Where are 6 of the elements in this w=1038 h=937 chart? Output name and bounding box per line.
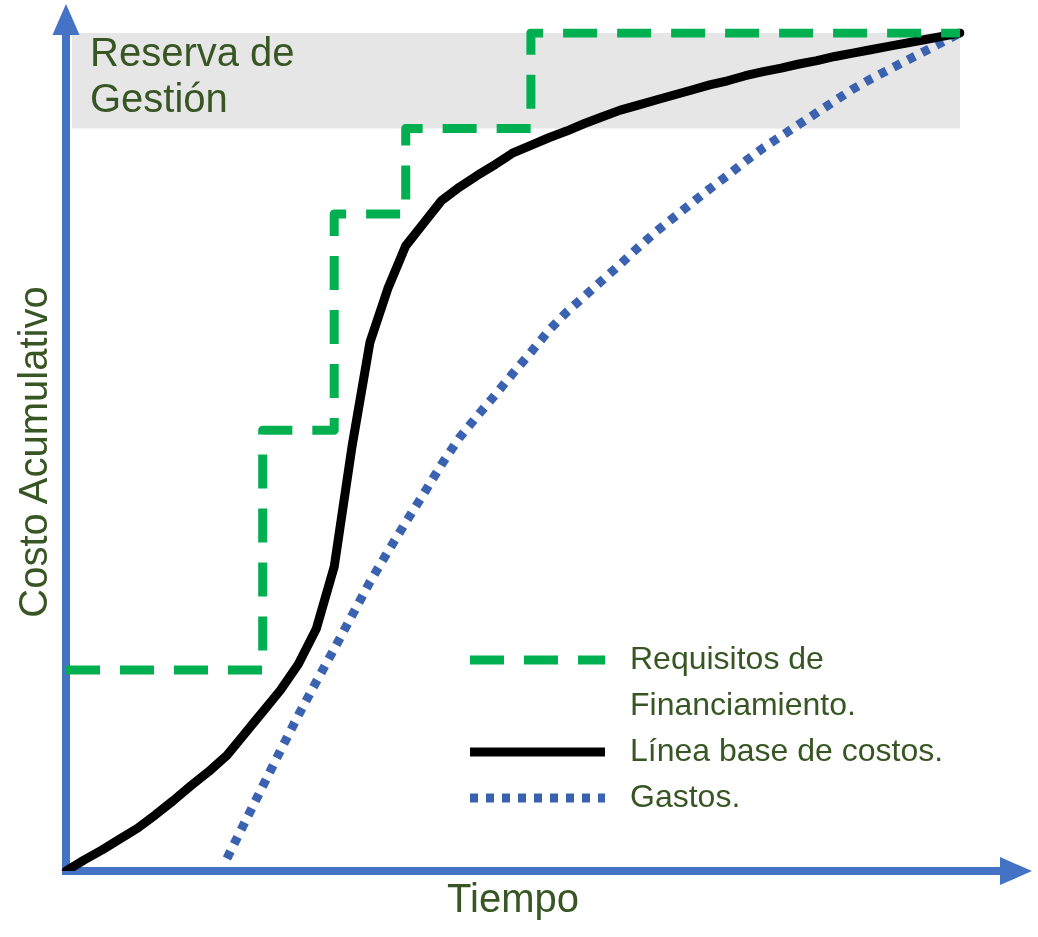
legend-label: Línea base de costos.	[630, 731, 944, 768]
band-label: Reserva de Gestión	[90, 30, 295, 121]
legend-label: Requisitos de Financiamiento.	[630, 639, 856, 722]
x-axis-title: Tiempo	[447, 876, 579, 921]
y-axis-title: Costo Acumulativo	[11, 286, 56, 618]
legend-label: Gastos.	[630, 777, 741, 814]
